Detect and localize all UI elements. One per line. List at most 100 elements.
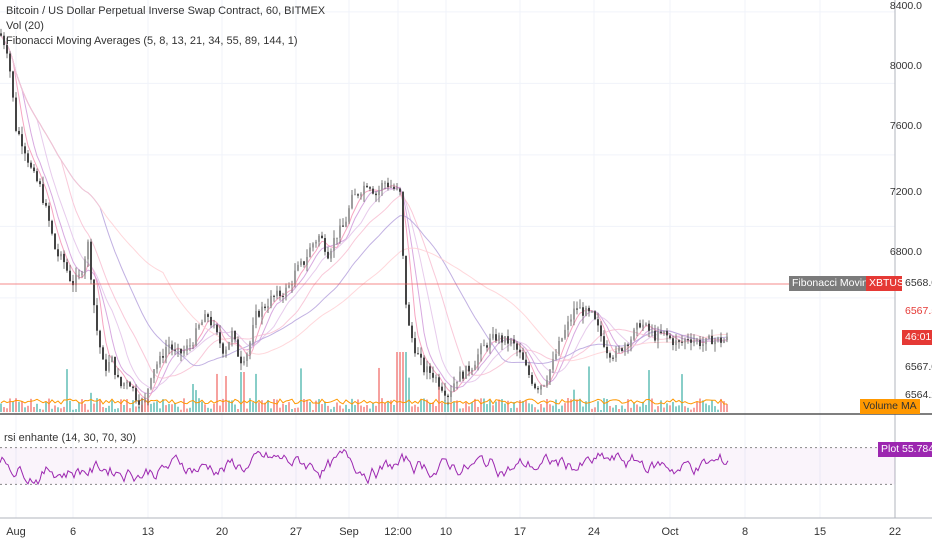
volume-bar — [546, 398, 548, 412]
volume-bar — [321, 404, 323, 412]
candle-body — [39, 181, 41, 185]
volume-bar — [411, 406, 413, 412]
candle-body — [615, 350, 617, 358]
candle-body — [207, 314, 209, 317]
candle-body — [507, 336, 509, 344]
rsi-indicator-label[interactable]: rsi enhante (14, 30, 70, 30) — [4, 432, 137, 444]
candle-body — [321, 235, 323, 239]
volume-bar — [624, 408, 626, 412]
candle-body — [372, 188, 374, 194]
volume-bar — [699, 398, 701, 412]
candle-body — [363, 185, 365, 195]
volume-bar — [429, 402, 431, 412]
candle-body — [174, 349, 176, 351]
candle-body — [342, 225, 344, 227]
rsi-band — [0, 447, 895, 485]
candle-body — [69, 270, 71, 282]
candle-body — [603, 336, 605, 347]
candle-body — [339, 225, 341, 238]
candle-body — [417, 353, 419, 355]
volume-bar — [705, 403, 707, 412]
rsi-value-badge: 55.7846 — [899, 442, 932, 457]
fib-ma-indicator-label[interactable]: Fibonacci Moving Averages (5, 8, 13, 21,… — [6, 35, 298, 47]
volume-bar — [597, 401, 599, 412]
candle-body — [534, 383, 536, 389]
symbol-title[interactable]: Bitcoin / US Dollar Perpetual Inverse Sw… — [6, 5, 326, 17]
candle-body — [60, 253, 62, 257]
candle-body — [216, 324, 218, 333]
volume-bar — [396, 352, 398, 412]
volume-ma-line — [0, 398, 727, 405]
volume-bar — [702, 400, 704, 412]
volume-bar — [471, 402, 473, 412]
time-label: 27 — [289, 526, 303, 538]
candle-body — [243, 360, 245, 364]
volume-bar — [666, 403, 668, 412]
volume-bar — [555, 399, 557, 412]
candle-body — [204, 314, 206, 323]
candle-body — [258, 310, 260, 317]
candle-body — [624, 344, 626, 352]
volume-bar — [582, 406, 584, 412]
candle-body — [423, 357, 425, 373]
volume-bar — [288, 402, 290, 412]
volume-bar — [315, 400, 317, 412]
candle-body — [234, 330, 236, 340]
volume-bar — [543, 407, 545, 412]
volume-bar — [78, 402, 80, 412]
candle-body — [591, 311, 593, 313]
volume-indicator-label[interactable]: Vol (20) — [6, 20, 44, 32]
candle-body — [555, 354, 557, 360]
candle-body — [114, 356, 116, 375]
volume-bar — [714, 406, 716, 412]
candle-body — [12, 71, 14, 98]
candle-body — [690, 339, 692, 343]
volume-bar — [33, 407, 35, 412]
candle-body — [30, 162, 32, 168]
volume-bar — [588, 366, 590, 412]
candle-body — [246, 354, 248, 361]
candle-body — [606, 346, 608, 354]
candle-body — [240, 356, 242, 364]
volume-bar — [177, 406, 179, 412]
candle-body — [696, 339, 698, 341]
fib-ma-line — [0, 35, 728, 367]
candle-body — [711, 335, 713, 345]
rsi-plot-badge: Plot — [878, 442, 903, 457]
volume-bar — [363, 406, 365, 412]
volume-bar — [30, 398, 32, 412]
volume-bar — [453, 401, 455, 412]
volume-bar — [510, 408, 512, 412]
volume-bar — [93, 403, 95, 412]
volume-bar — [717, 409, 719, 412]
candle-body — [369, 187, 371, 189]
volume-bar — [423, 398, 425, 412]
volume-bar — [138, 406, 140, 412]
volume-bar — [435, 406, 437, 412]
candle-body — [381, 182, 383, 190]
candle-body — [213, 324, 215, 326]
candle-body — [384, 182, 386, 184]
volume-bar — [231, 400, 233, 412]
fib-ma-line — [0, 35, 728, 395]
candle-body — [33, 167, 35, 172]
candle-body — [444, 390, 446, 396]
time-label: Sep — [339, 526, 359, 538]
candle-body — [291, 283, 293, 286]
volume-bar — [621, 405, 623, 412]
price-label: 7200.0 — [889, 186, 922, 198]
volume-bar — [357, 399, 359, 412]
candle-body — [717, 337, 719, 340]
candle-body — [504, 336, 506, 343]
candle-body — [162, 356, 164, 358]
candle-body — [546, 380, 548, 386]
volume-bar — [633, 402, 635, 412]
candle-body — [456, 381, 458, 384]
candle-body — [27, 153, 29, 163]
candle-body — [312, 243, 314, 248]
volume-bar — [609, 405, 611, 412]
volume-bar — [591, 408, 593, 412]
candle-body — [639, 323, 641, 328]
volume-bar — [273, 399, 275, 412]
